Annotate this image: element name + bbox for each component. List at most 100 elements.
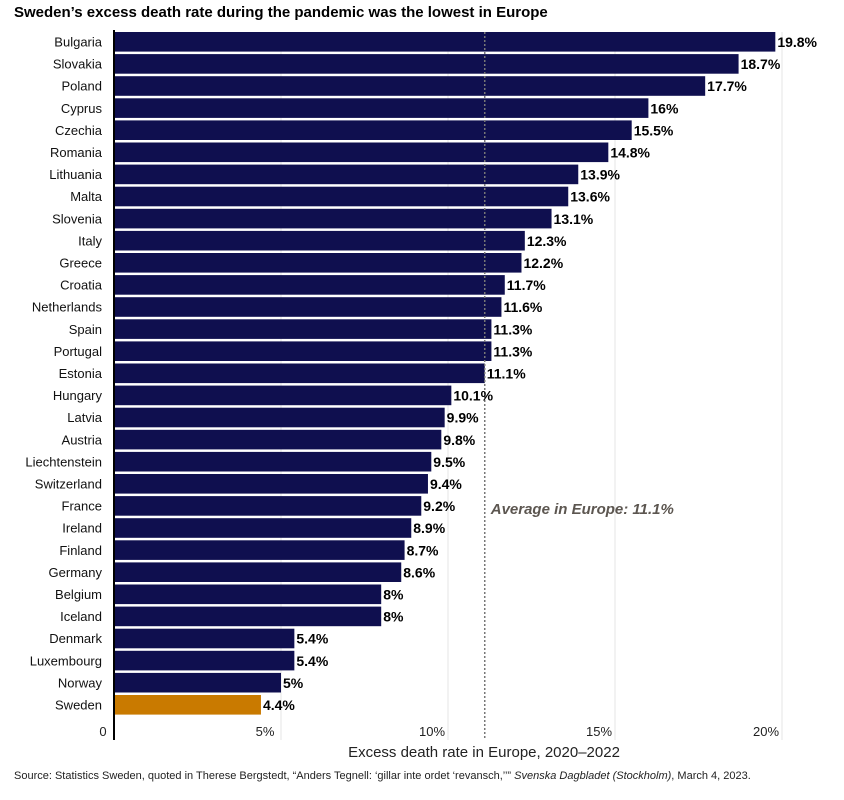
bar-ireland [114, 518, 412, 538]
value-label: 11.1% [487, 366, 526, 382]
value-label: 9.2% [423, 498, 455, 514]
x-tick-label: 5% [256, 724, 275, 739]
value-label: 14.8% [610, 145, 650, 161]
value-label: 8.6% [403, 564, 435, 580]
category-label: Liechtenstein [25, 454, 102, 469]
x-tick-label: 15% [586, 724, 612, 739]
category-label: Italy [78, 233, 102, 248]
category-label: Belgium [55, 587, 102, 602]
source-suffix: , March 4, 2023. [671, 770, 751, 782]
x-tick-label: 10% [419, 724, 445, 739]
bar-spain [114, 319, 492, 339]
bar-liechtenstein [114, 451, 432, 472]
bar-lithuania [114, 164, 579, 185]
value-label: 17.7% [707, 78, 747, 94]
x-tick-label: 20% [753, 724, 779, 739]
bar-greece [114, 253, 522, 273]
value-label: 5% [283, 675, 304, 691]
value-label: 8% [383, 609, 404, 625]
value-label: 8.9% [413, 520, 445, 536]
bar-luxembourg [114, 650, 295, 671]
source-note: Source: Statistics Sweden, quoted in The… [14, 770, 751, 782]
bar-netherlands [114, 297, 502, 317]
value-label: 4.4% [263, 697, 295, 713]
category-label: Lithuania [49, 167, 103, 182]
source-publication: Svenska Dagbladet (Stockholm) [514, 770, 672, 782]
value-label: 9.8% [443, 432, 475, 448]
x-axis-title: Excess death rate in Europe, 2020–2022 [348, 744, 620, 761]
value-label: 9.9% [447, 410, 479, 426]
value-label: 13.1% [554, 211, 594, 227]
category-label: Sweden [55, 698, 102, 713]
value-label: 9.4% [430, 476, 462, 492]
value-label: 8% [383, 587, 404, 603]
value-label: 11.6% [503, 299, 542, 315]
bar-croatia [114, 275, 505, 295]
bar-czechia [114, 120, 632, 140]
source-prefix: Source: Statistics Sweden, quoted in The… [14, 770, 515, 782]
category-label: Greece [59, 256, 102, 271]
bar-estonia [114, 363, 485, 384]
category-label: France [62, 499, 102, 514]
category-label: Switzerland [35, 477, 102, 492]
labels-layer: Bulgaria 19.8% Slovakia 18.7% Poland 17.7% Cyp… [25, 34, 817, 713]
bar-chart: Average in Europe: 11.1% Bulgaria 19.8% Sl… [25, 30, 818, 761]
value-label: 11.3% [493, 343, 532, 359]
x-tick-label: 0 [99, 724, 106, 739]
bar-latvia [114, 407, 445, 428]
category-label: Luxembourg [30, 653, 102, 668]
value-label: 11.3% [493, 321, 532, 337]
bar-finland [114, 540, 405, 560]
category-label: Finland [59, 543, 102, 558]
value-label: 15.5% [634, 122, 674, 138]
category-label: Latvia [67, 410, 102, 425]
bar-malta [114, 186, 569, 207]
average-label: Average in Europe: 11.1% [490, 501, 674, 518]
bar-romania [114, 142, 609, 163]
category-label: Malta [70, 189, 103, 204]
category-label: Czechia [55, 123, 103, 138]
category-label: Bulgaria [54, 35, 102, 50]
average-layer: Average in Europe: 11.1% [483, 32, 674, 740]
chart-title: Sweden’s excess death rate during the pa… [14, 4, 548, 21]
value-label: 5.4% [296, 653, 328, 669]
bar-portugal [114, 341, 492, 361]
bar-sweden [114, 695, 261, 715]
bar-norway [114, 672, 281, 693]
bar-bulgaria [114, 32, 776, 52]
value-label: 8.7% [407, 542, 439, 558]
value-label: 9.5% [433, 454, 465, 470]
value-label: 12.2% [523, 255, 563, 271]
bar-poland [114, 76, 706, 96]
value-label: 13.9% [580, 167, 620, 183]
bar-austria [114, 429, 442, 450]
value-label: 11.7% [507, 277, 546, 293]
bar-cyprus [114, 98, 649, 118]
category-label: Norway [58, 675, 103, 690]
bar-germany [114, 562, 402, 582]
category-label: Slovenia [52, 211, 103, 226]
bar-slovakia [114, 54, 739, 74]
category-label: Romania [50, 145, 103, 160]
bar-switzerland [114, 474, 428, 494]
category-label: Hungary [53, 388, 103, 403]
category-label: Iceland [60, 609, 102, 624]
value-label: 13.6% [570, 189, 610, 205]
value-label: 10.1% [453, 388, 493, 404]
category-label: Denmark [49, 631, 102, 646]
bar-italy [114, 230, 525, 251]
bar-denmark [114, 628, 295, 649]
bar-iceland [114, 606, 382, 627]
bar-slovenia [114, 208, 552, 229]
bar-france [114, 496, 422, 516]
category-label: Estonia [59, 366, 103, 381]
value-label: 12.3% [527, 233, 567, 249]
category-label: Portugal [54, 344, 103, 359]
category-label: Croatia [60, 278, 103, 293]
category-label: Cyprus [61, 101, 103, 116]
category-label: Netherlands [32, 300, 103, 315]
category-label: Spain [69, 322, 102, 337]
category-label: Germany [49, 565, 103, 580]
value-label: 19.8% [777, 34, 817, 50]
bar-belgium [114, 584, 382, 605]
